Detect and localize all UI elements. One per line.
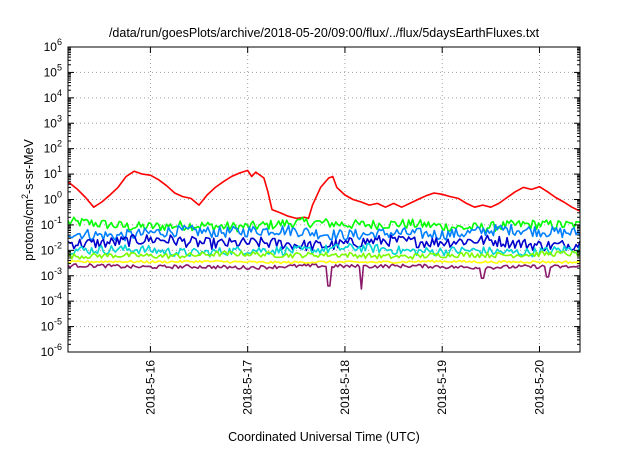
- y-tick-label: 10-2: [41, 240, 62, 257]
- y-tick-label: 10-4: [41, 291, 62, 308]
- series-line: [67, 259, 581, 265]
- x-tick-label: 2018-5-16: [143, 360, 157, 415]
- y-tick-label: 10-6: [41, 342, 62, 359]
- y-tick-label: 100: [44, 190, 62, 207]
- series-line: [67, 223, 581, 242]
- y-tick-label: 10-5: [41, 317, 62, 334]
- axes: 10-6 10-5 10-4 10-3 10-2 10-1 100 101 102 103 104 1…: [41, 37, 581, 415]
- y-axis-label-pre: protons/cm: [22, 199, 36, 261]
- series-line: [68, 242, 581, 258]
- y-axis-label-sup: 2: [20, 194, 30, 199]
- series-line: [67, 169, 581, 220]
- y-tick-label: 106: [44, 37, 62, 54]
- x-tick-label: 2018-5-18: [338, 360, 352, 415]
- y-tick-label: 105: [44, 62, 62, 79]
- y-tick-label: 10-1: [41, 215, 62, 232]
- chart-title: /data/run/goesPlots/archive/2018-05-20/0…: [109, 26, 540, 40]
- y-axis-label: protons/cm2-s-sr-MeV: [20, 138, 36, 260]
- y-tick-label: 101: [44, 164, 62, 181]
- x-axis-label: Coordinated Universal Time (UTC): [228, 430, 420, 444]
- y-axis-label-post: -s-sr-MeV: [22, 138, 36, 194]
- x-tick-label: 2018-5-20: [532, 360, 546, 415]
- y-tick-label: 102: [44, 139, 62, 156]
- x-tick-label: 2018-5-19: [435, 360, 449, 415]
- series-layer: [67, 169, 581, 290]
- x-tick-label: 2018-5-17: [241, 360, 255, 415]
- grid: [68, 47, 580, 352]
- series-line: [67, 233, 581, 252]
- y-tick-label: 10-3: [41, 266, 62, 283]
- series-line: [67, 263, 581, 290]
- y-tick-label: 104: [44, 88, 62, 105]
- y-tick-label: 103: [44, 113, 62, 130]
- series-line: [67, 250, 581, 260]
